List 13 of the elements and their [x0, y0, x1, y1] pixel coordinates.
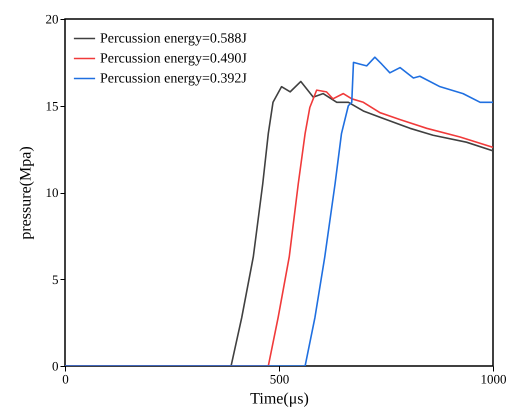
x-tick-label: 500 [270, 372, 290, 386]
y-tick-label: 20 [46, 12, 58, 26]
x-tick-label: 0 [62, 372, 69, 386]
y-tick-label: 5 [52, 272, 58, 287]
x-axis-title: Time(μs) [250, 390, 309, 408]
y-tick-label: 10 [46, 185, 58, 200]
y-tick-label: 15 [46, 98, 58, 114]
y-axis-title: pressure(Mpa) [18, 146, 34, 240]
x-tick-label: 1000 [480, 372, 506, 386]
y-tick-label: 0 [52, 358, 58, 374]
legend-label: Percussion energy=0.490J [100, 52, 248, 66]
legend-label: Percussion energy=0.588J [100, 32, 248, 46]
legend-label: Percussion energy=0.392J [100, 72, 248, 86]
